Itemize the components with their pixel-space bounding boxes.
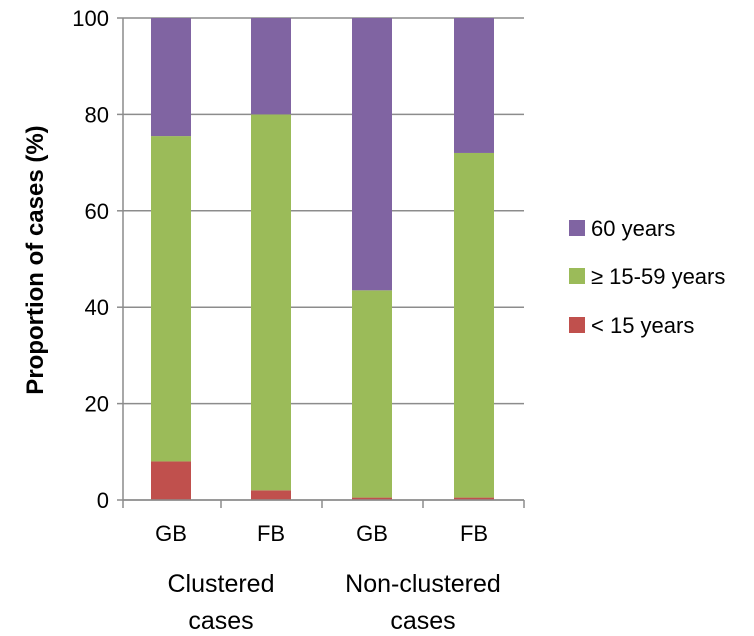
legend-swatch [569, 317, 585, 333]
bar-segment [454, 18, 494, 153]
group-label: cases [390, 607, 455, 635]
legend-label: < 15 years [591, 313, 694, 338]
bar-segment [251, 114, 291, 491]
y-tick-label: 80 [85, 102, 109, 127]
bar-segment [251, 490, 291, 500]
group-label: cases [188, 607, 253, 635]
legend-swatch [569, 268, 585, 284]
y-tick-labels: 0 20 40 60 80 100 [72, 6, 109, 513]
x-tick-label: GB [356, 521, 388, 546]
x-tick-labels: GB FB GB FB [155, 521, 488, 546]
y-tick-label: 40 [85, 295, 109, 320]
bar-segment [151, 136, 191, 462]
legend-label: ≥ 15-59 years [591, 264, 725, 289]
bar-segment [151, 461, 191, 500]
group-label: Clustered [168, 570, 275, 598]
group-labels: Clustered cases Non-clustered cases [168, 570, 501, 635]
y-tick-label: 20 [85, 392, 109, 417]
x-tick-label: FB [257, 521, 285, 546]
axes [117, 17, 525, 508]
y-tick-label: 100 [72, 6, 109, 31]
bar-segment [454, 152, 494, 498]
legend-label: 60 years [591, 216, 675, 241]
bar-segment [251, 18, 291, 115]
bar-segment [454, 497, 494, 500]
x-tick-label: GB [155, 521, 187, 546]
bar-segment [151, 18, 191, 137]
bars [151, 18, 494, 500]
group-label: Non-clustered [345, 570, 501, 598]
bar-segment [352, 18, 392, 291]
bar-segment [352, 497, 392, 500]
legend-swatch [569, 220, 585, 236]
legend: 60 years ≥ 15-59 years < 15 years [569, 216, 725, 338]
x-tick-label: FB [460, 521, 488, 546]
y-axis-title: Proportion of cases (%) [22, 125, 49, 394]
y-tick-label: 0 [97, 488, 109, 513]
y-tick-label: 60 [85, 199, 109, 224]
bar-segment [352, 290, 392, 498]
